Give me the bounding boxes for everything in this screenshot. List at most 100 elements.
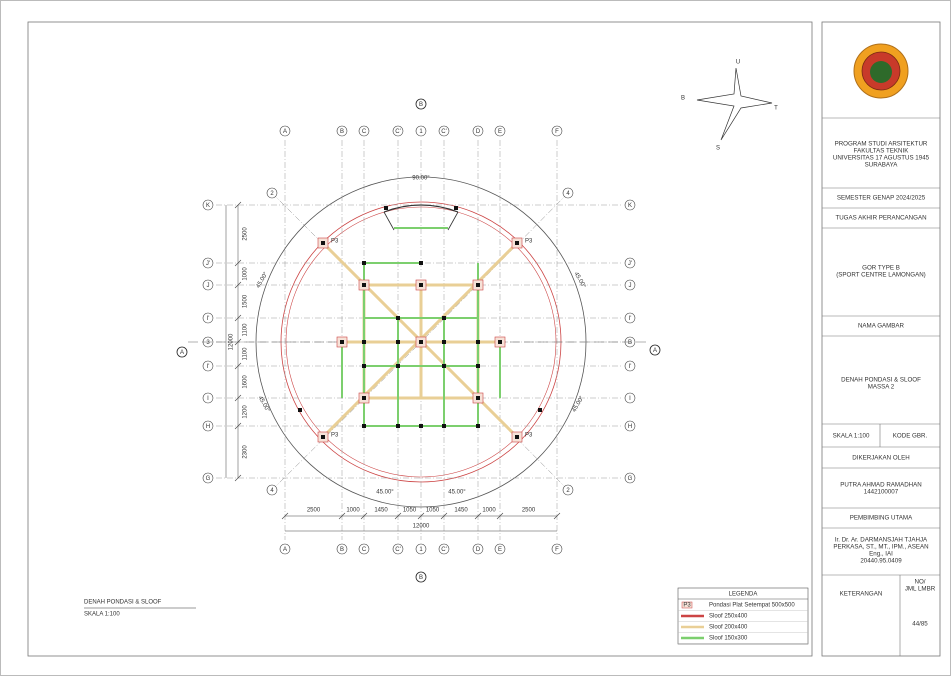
title-block-frame — [821, 21, 941, 657]
section-label: B — [419, 102, 423, 108]
pier — [362, 424, 366, 428]
grid-label: I — [207, 396, 209, 402]
grid-bubble — [202, 279, 214, 291]
pier — [419, 283, 423, 287]
grid-bubble — [358, 125, 370, 137]
grid-label: I' — [207, 364, 210, 370]
title-block-text: KODE GBR. — [893, 433, 928, 440]
grid-bubble — [202, 257, 214, 269]
grid-label: K — [628, 203, 632, 209]
grid-bubble — [624, 392, 636, 404]
pier — [515, 241, 519, 245]
pier — [362, 340, 366, 344]
grid-bubble — [202, 199, 214, 211]
legend-label: Pondasi Plat Setempat 500x500 — [709, 603, 795, 609]
stage-edge — [383, 204, 459, 213]
title-block-text: PUTRA AHMAD RAMADHAN — [840, 482, 921, 489]
dim-tick — [474, 512, 482, 520]
dim-tick — [234, 394, 242, 402]
pile-label: P3 — [331, 239, 339, 245]
dim-label: 1050 — [426, 508, 440, 514]
grid-bubble — [202, 360, 214, 372]
dim-tick — [360, 512, 368, 520]
grid-bubble — [624, 312, 636, 324]
grid-bubble — [202, 420, 214, 432]
pile-label: P3 — [331, 433, 339, 439]
angle-label: 45.00° — [448, 490, 466, 496]
pier — [396, 364, 400, 368]
pier — [538, 408, 542, 412]
title-block-text: SURABAYA — [865, 162, 899, 169]
legend-symbol — [681, 601, 693, 609]
title-block-text: DENAH PONDASI & SLOOF — [841, 377, 921, 384]
dim-tick — [281, 512, 289, 520]
dim-label: 1100 — [243, 347, 249, 361]
pier — [362, 261, 366, 265]
grid-label: C' — [441, 547, 446, 553]
angle-label: 45.00° — [376, 490, 394, 496]
title-block-text: GOR TYPE B — [862, 265, 900, 272]
grid-label: I' — [629, 316, 632, 322]
pier — [476, 396, 480, 400]
legend-label: Sloof 200x400 — [709, 625, 748, 631]
grid-label: J — [207, 283, 210, 289]
title-block-text: 1442100007 — [864, 489, 899, 496]
grid-bubble — [279, 543, 291, 555]
legend-title: LEGENDA — [729, 592, 758, 598]
pier — [340, 340, 344, 344]
diagonal-axis — [271, 341, 422, 491]
diagonal-label: 4 — [566, 191, 570, 197]
grid-label: 1 — [419, 129, 423, 135]
title-block-text: NAMA GAMBAR — [858, 323, 905, 330]
grid-label: I' — [207, 316, 210, 322]
section-mark — [649, 344, 661, 356]
grid-bubble — [438, 125, 450, 137]
dim-tick — [234, 259, 242, 267]
dim-tick — [234, 314, 242, 322]
grid-bubble — [392, 125, 404, 137]
compass-label: U — [736, 60, 740, 66]
grid-bubble — [562, 187, 574, 199]
dim-label: 1600 — [243, 375, 249, 389]
grid-label: C' — [395, 547, 400, 553]
dim-tick — [338, 512, 346, 520]
grid-bubble — [202, 312, 214, 324]
grid-label: J' — [628, 261, 632, 267]
stage-edge — [447, 211, 459, 231]
grid-bubble — [279, 125, 291, 137]
pier — [298, 408, 302, 412]
dim-label: 2500 — [307, 508, 321, 514]
dim-tick — [417, 512, 425, 520]
pier — [476, 340, 480, 344]
grid-label: F — [555, 547, 559, 553]
pier — [396, 316, 400, 320]
grid-bubble — [551, 125, 563, 137]
pier — [321, 435, 325, 439]
grid-bubble — [202, 472, 214, 484]
pile-label: P3 — [525, 239, 533, 245]
dim-tick — [553, 512, 561, 520]
diagonal-axis — [271, 192, 422, 343]
dim-tick — [440, 512, 448, 520]
grid-label: C' — [395, 129, 400, 135]
angle-label: 90.00° — [412, 176, 430, 182]
title-block-text: KETERANGAN — [840, 591, 883, 598]
pier — [476, 283, 480, 287]
pier — [321, 241, 325, 245]
title-block-text: FAKULTAS TEKNIK — [854, 148, 910, 155]
pier — [396, 340, 400, 344]
grid-label: E — [498, 547, 502, 553]
grid-bubble — [494, 125, 506, 137]
grid-label: H — [206, 424, 210, 430]
compass-label: T — [774, 106, 778, 112]
dim-label: 2300 — [243, 445, 249, 459]
title-block-text: PEMBIMBING UTAMA — [850, 515, 913, 522]
grid-bubble — [336, 125, 348, 137]
dim-tick — [234, 281, 242, 289]
grid-label: D — [476, 547, 481, 553]
pier — [515, 435, 519, 439]
dim-label: 1100 — [243, 323, 249, 337]
pier — [396, 424, 400, 428]
grid-bubble — [472, 543, 484, 555]
